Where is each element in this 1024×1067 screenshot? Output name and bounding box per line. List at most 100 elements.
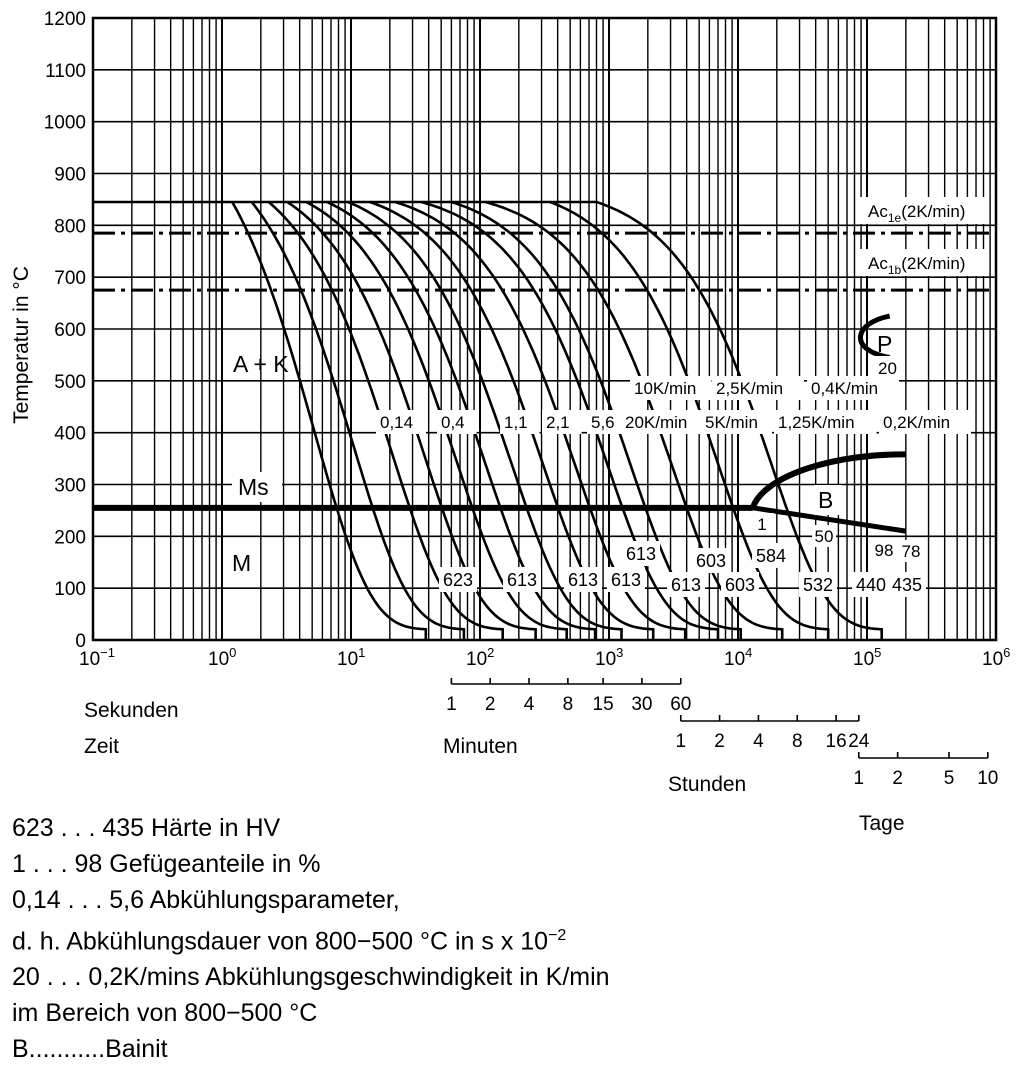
hardness-label: 603 (725, 575, 755, 595)
hardness-label-bg (503, 567, 541, 592)
minutes-tick-label: 8 (563, 694, 574, 715)
minutes-tick-label: 4 (524, 694, 535, 715)
days-tick-label: 2 (892, 768, 903, 789)
y-axis-label: Temperatur in °C (10, 266, 33, 424)
hardness-label: 440 (856, 575, 886, 595)
fraction-label-bg (750, 513, 774, 535)
legend-parameter-definition: d. h. Abkühlungsdauer von 800−500 °C in … (12, 927, 567, 956)
hardness-label: 603 (696, 551, 726, 571)
hardness-label-bg (607, 567, 645, 592)
curve-labels: 0,14 0,4 1,1 2,1 5,6 20K/min 5K/min 1,25K/min 0,… (376, 356, 971, 434)
hardness-label-bg (721, 572, 759, 597)
curve-label: 2,5K/min (716, 379, 783, 398)
curve-label-bg (621, 410, 703, 434)
ref-label-Ac1e: Ac1e(2K/min) (868, 202, 965, 225)
cooling-curve (369, 200, 655, 640)
y-tick-label: 300 (54, 476, 86, 497)
curve-label-bg (701, 410, 772, 434)
y-tick-label: 1100 (45, 61, 86, 82)
cooling-curve (450, 200, 743, 640)
cooling-curve (267, 201, 505, 640)
curve-label: 1,25K/min (778, 413, 855, 432)
curve-label: 1,1 (504, 413, 528, 432)
x-tick-label: 106 (982, 645, 1010, 670)
x-tick-label: 105 (853, 645, 881, 670)
curve-label: 20 (878, 359, 897, 378)
minutes-tick-label: 2 (485, 694, 496, 715)
bainite-end-line (752, 505, 907, 534)
curve-label: 0,4 (441, 413, 465, 432)
hours-tick-label: 8 (792, 731, 803, 752)
x-tick-label: 103 (595, 645, 623, 670)
curve-label-bg (437, 410, 477, 434)
legend: 623 . . . 435 Härte in HV 1 . . . 98 Gef… (12, 810, 610, 1067)
reference-lines: Ac1e(2K/min) Ac1b(2K/min) (93, 197, 996, 292)
days-tick-label: 1 (854, 768, 865, 789)
cooling-curve (484, 200, 784, 640)
region-labels: A + K Ms M B P (232, 331, 892, 576)
ref-label-Ac1b: Ac1b(2K/min) (868, 254, 965, 277)
legend-range: im Bereich von 800−500 °C (12, 999, 318, 1028)
y-tick-labels: 0 100 200 300 400 500 600 700 800 900 1000 1100 1200 (44, 9, 86, 652)
curve-label-bg (542, 410, 582, 434)
fraction-label: 50 (815, 527, 834, 546)
time-label: Zeit (84, 735, 119, 758)
curve-label: 0,2K/min (883, 413, 950, 432)
hardness-label-bg (852, 572, 890, 597)
legend-bainite: B...........Bainit (12, 1035, 168, 1064)
cooling-curve (231, 201, 428, 640)
cooling-curve (394, 200, 687, 640)
legend-hardness: 623 . . . 435 Härte in HV (12, 814, 281, 842)
x-tick-label: 101 (337, 645, 365, 670)
hardness-label-bg (564, 567, 602, 592)
region-m: M (232, 550, 251, 576)
minutes-label: Minuten (443, 735, 518, 758)
hardness-label: 613 (568, 570, 598, 590)
minutes-tick-label: 1 (446, 694, 457, 715)
x-tick-label: 104 (724, 645, 752, 670)
hardness-label: 613 (626, 544, 656, 564)
curve-label: 20K/min (625, 413, 687, 432)
hours-tick-label: 1 (675, 731, 686, 752)
region-ms: Ms (238, 474, 269, 500)
fraction-label-bg (812, 525, 836, 547)
cooling-curve (347, 200, 623, 640)
curve-label: 5,6 (591, 413, 615, 432)
fraction-label-bg (899, 540, 923, 562)
hours-tick-label: 16 (826, 731, 847, 752)
hardness-label: 613 (611, 570, 641, 590)
curve-label: 10K/min (634, 379, 696, 398)
bainite-start-line (749, 451, 906, 510)
hardness-label-bg (888, 572, 926, 597)
x-tick-label: 102 (466, 645, 494, 670)
region-b: B (818, 487, 833, 513)
phase-fraction-labels: 1 50 98 78 (750, 513, 923, 562)
grid (93, 18, 996, 640)
days-tick-label: 5 (944, 768, 955, 789)
hardness-label: 584 (756, 546, 786, 566)
curve-label: 2,1 (546, 413, 570, 432)
minutes-tick-label: 15 (593, 694, 614, 715)
y-tick-label: 600 (54, 320, 86, 341)
curve-label-bg (874, 356, 903, 380)
fraction-label: 78 (902, 542, 921, 561)
curve-label-bg (500, 410, 540, 434)
hardness-label: 613 (671, 575, 701, 595)
hours-label: Stunden (668, 773, 746, 796)
phase-lines (93, 313, 907, 534)
hardness-label-bg (799, 572, 837, 597)
hours-tick-label: 2 (714, 731, 725, 752)
minutes-tick-label: 60 (670, 694, 691, 715)
cooling-curve (250, 201, 466, 640)
hardness-label: 623 (443, 570, 473, 590)
curve-label-bg (879, 410, 971, 434)
curve-label-bg (587, 410, 627, 434)
x-tick-labels: 10−1 100 101 102 103 104 105 106 (79, 645, 1010, 670)
hours-tick-label: 4 (753, 731, 764, 752)
hardness-label-bg (622, 541, 660, 566)
curve-label-bg (630, 376, 712, 400)
curve-label-bg (712, 376, 804, 400)
y-tick-label: 900 (54, 165, 86, 186)
hardness-label-bg (667, 572, 705, 597)
